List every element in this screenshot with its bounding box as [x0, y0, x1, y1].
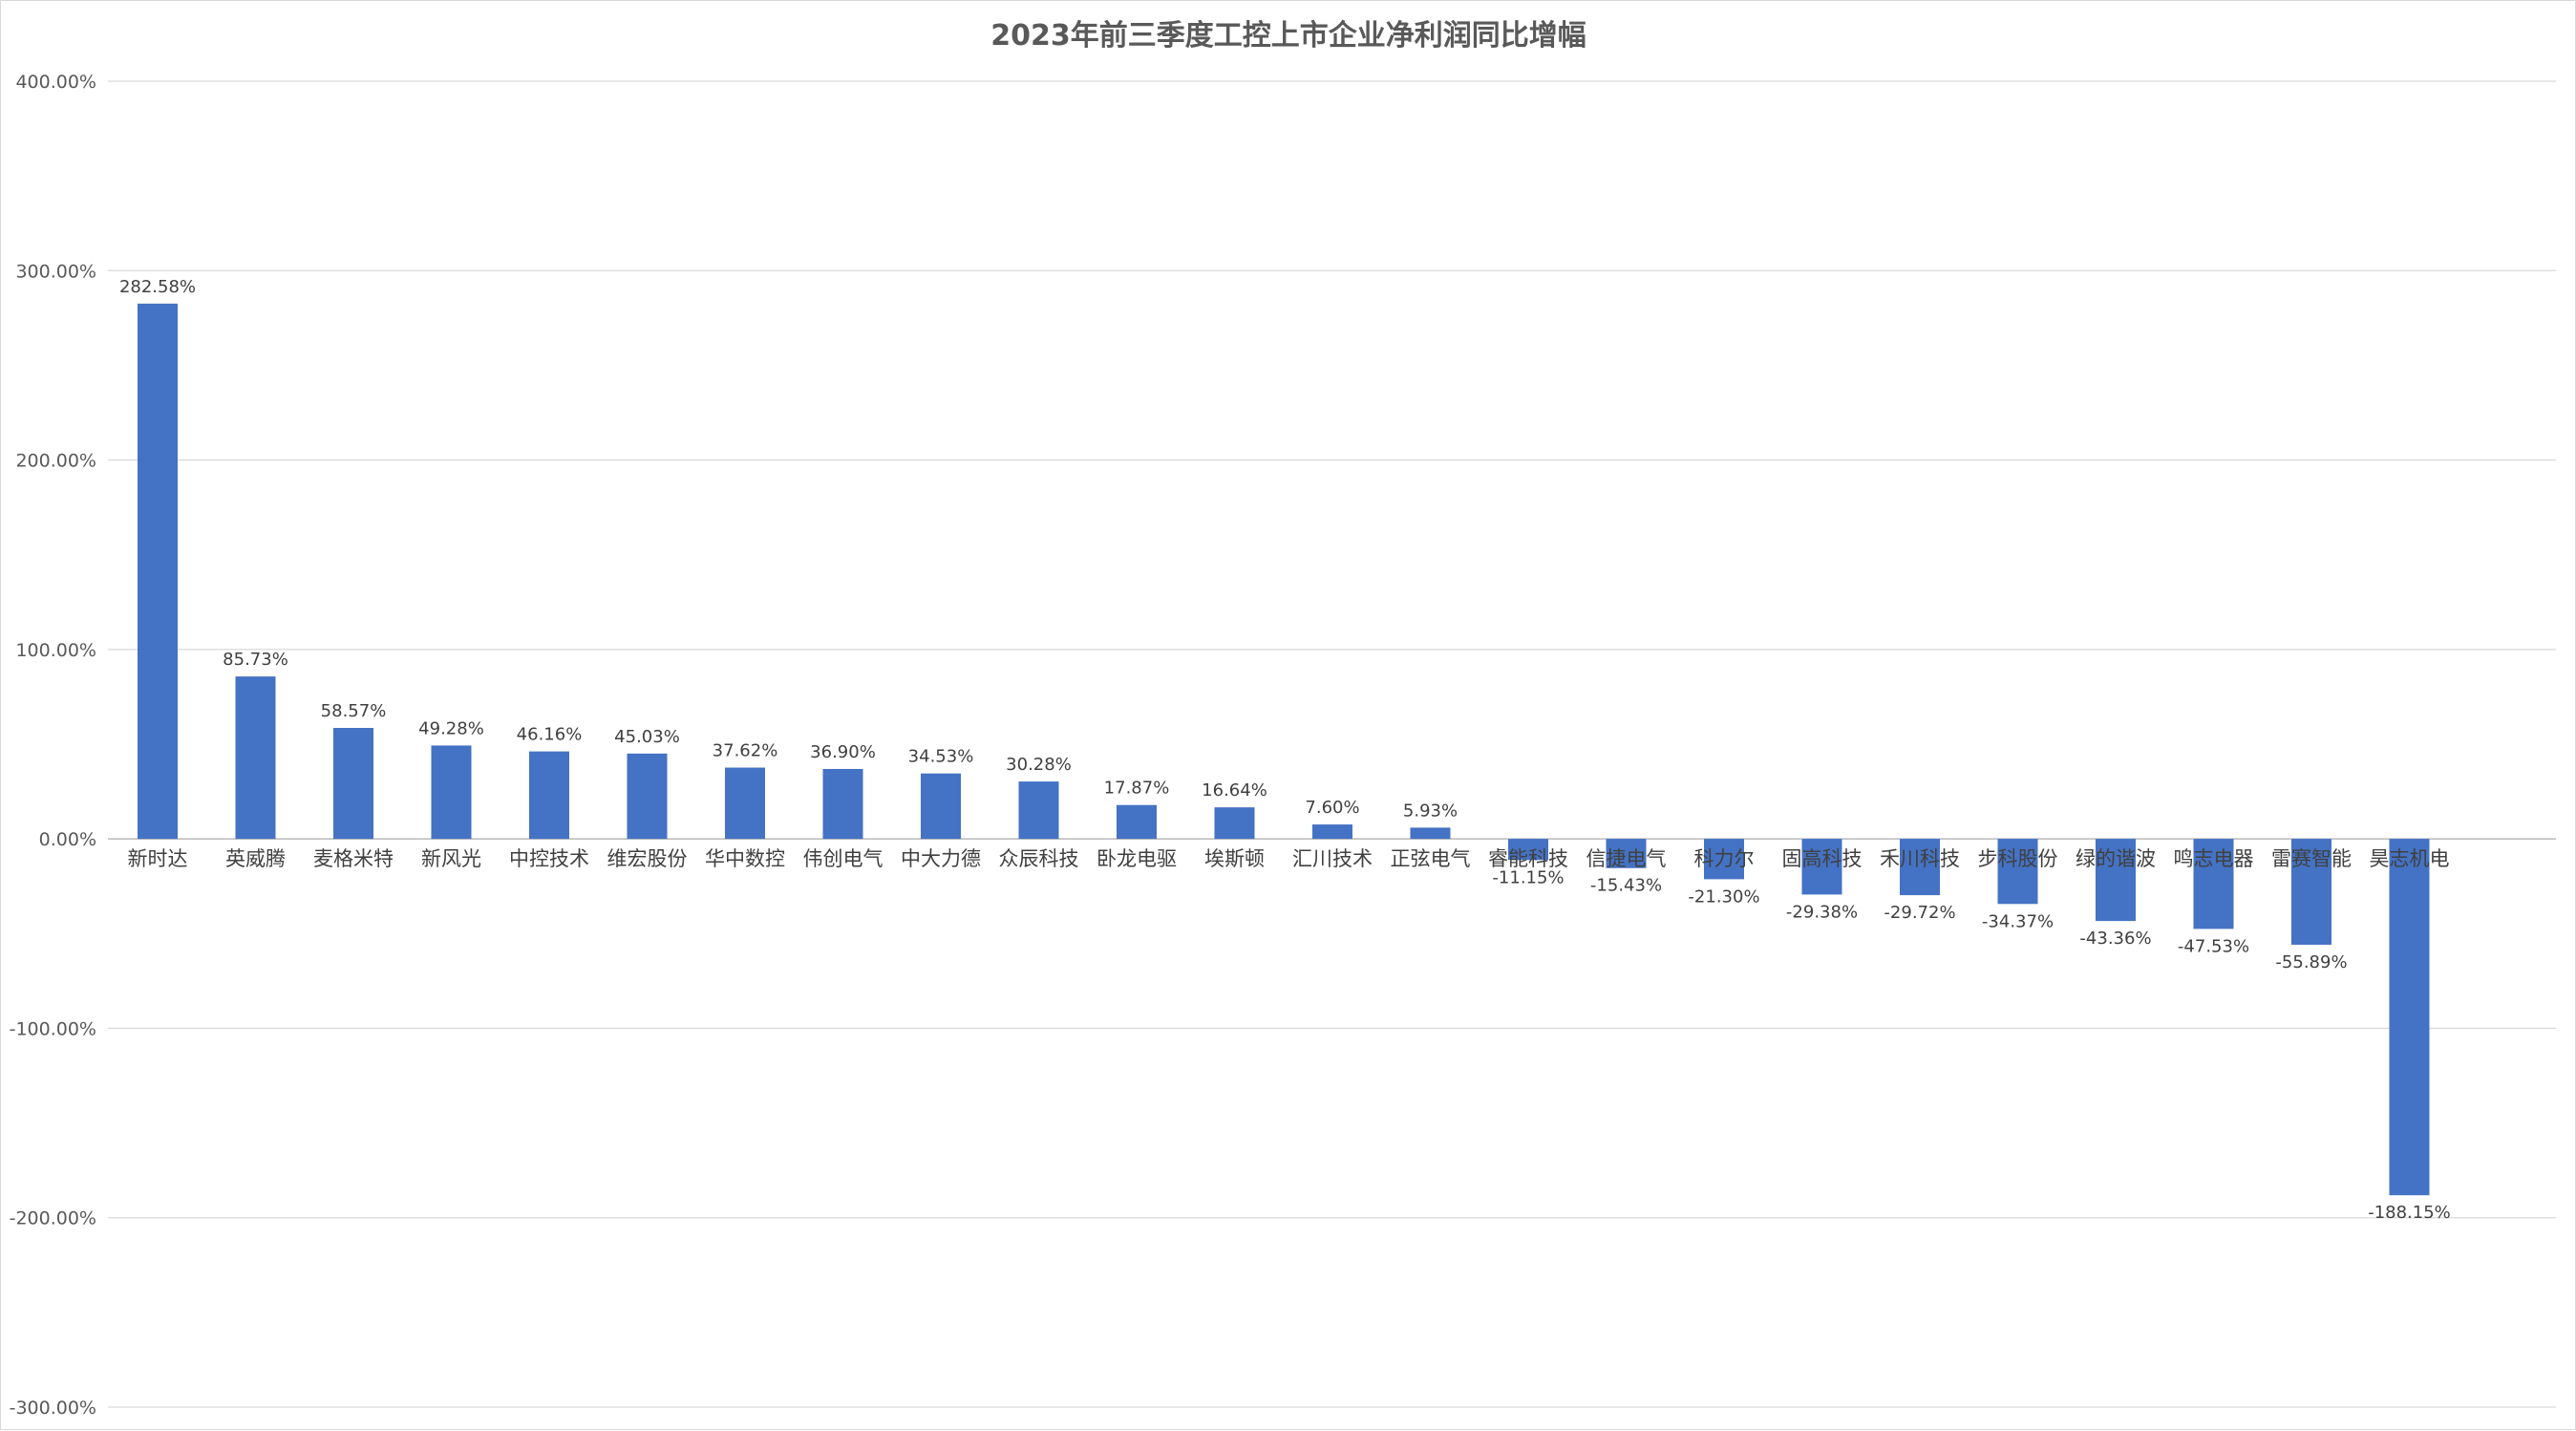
- x-tick-label: 汇川技术: [1292, 847, 1373, 870]
- data-label: -15.43%: [1590, 876, 1662, 896]
- y-tick-label: -100.00%: [10, 1018, 96, 1039]
- gridlines: [108, 80, 2556, 1408]
- x-tick-label: 英威腾: [225, 847, 286, 870]
- x-tick-label: 埃斯顿: [1204, 847, 1265, 870]
- bar: [1508, 839, 1548, 861]
- x-tick-label: 科力尔: [1694, 847, 1755, 870]
- x-tick-label: 雷赛智能: [2271, 847, 2352, 870]
- chart-title: 2023年前三季度工控上市企业净利润同比增幅: [990, 19, 1586, 53]
- data-label: 49.28%: [418, 718, 484, 738]
- y-tick-label: 100.00%: [15, 640, 96, 661]
- data-label: -47.53%: [2178, 936, 2249, 956]
- x-tick-label: 维宏股份: [607, 847, 688, 870]
- x-tick-label: 信捷电气: [1586, 847, 1667, 870]
- data-label: -11.15%: [1492, 867, 1564, 887]
- bar: [921, 773, 961, 840]
- bar: [1117, 804, 1157, 840]
- x-tick-label: 卧龙电驱: [1096, 847, 1177, 870]
- bar: [2389, 839, 2430, 1196]
- bar: [822, 768, 863, 840]
- y-tick-label: 0.00%: [39, 829, 96, 850]
- bar: [1606, 839, 1647, 868]
- bar: [529, 751, 569, 840]
- bar: [1900, 839, 1940, 896]
- x-tick-label: 睿能科技: [1488, 847, 1568, 870]
- x-tick-label: 新风光: [421, 847, 481, 870]
- x-tick-label: 绿的谐波: [2076, 847, 2156, 870]
- x-tick-label: 新时达: [128, 847, 188, 870]
- y-tick-label: -300.00%: [10, 1398, 96, 1419]
- data-labels: 282.58% 85.73% 58.57% 49.28% 46.16% 45.03% 37.…: [119, 277, 2451, 1223]
- bar: [1214, 807, 1255, 840]
- x-axis-labels: 新时达 英威腾 麦格米特 新风光 中控技术 维宏股份 华中数控 伟创电气 中大力德 众辰科技 卧龙电…: [128, 847, 2450, 870]
- bars: [138, 303, 2430, 1196]
- data-label: 58.57%: [321, 701, 387, 721]
- bar: [1410, 827, 1451, 840]
- bar: [333, 728, 373, 840]
- y-tick-label: 200.00%: [15, 451, 96, 472]
- bar: [1018, 781, 1059, 840]
- data-label: 36.90%: [810, 742, 876, 762]
- bar: [1997, 839, 2038, 905]
- y-axis-ticks: 400.00% 300.00% 200.00% 100.00% 0.00% -100.00…: [10, 72, 96, 1419]
- data-label: -29.72%: [1884, 903, 1955, 923]
- bar: [138, 303, 178, 840]
- data-label: 17.87%: [1104, 779, 1170, 799]
- data-label: 34.53%: [908, 747, 974, 767]
- bar: [1312, 824, 1352, 840]
- data-label: 37.62%: [713, 741, 778, 761]
- x-tick-label: 步科股份: [1978, 847, 2058, 870]
- data-label: 282.58%: [119, 277, 196, 297]
- bar: [1704, 839, 1744, 880]
- bar: [2193, 839, 2234, 929]
- data-label: 45.03%: [614, 727, 680, 747]
- x-tick-label: 固高科技: [1782, 847, 1863, 870]
- data-label: -21.30%: [1688, 886, 1759, 907]
- bar: [1801, 839, 1842, 895]
- bar: [627, 753, 668, 840]
- x-tick-label: 众辰科技: [999, 847, 1079, 870]
- data-label: -188.15%: [2368, 1203, 2451, 1223]
- data-label: 85.73%: [223, 650, 288, 670]
- y-tick-label: 300.00%: [15, 261, 96, 282]
- data-label: 30.28%: [1006, 755, 1072, 775]
- x-tick-label: 华中数控: [705, 847, 785, 870]
- x-tick-label: 中大力德: [901, 847, 981, 870]
- x-tick-label: 鸣志电器: [2174, 847, 2254, 870]
- data-label: 7.60%: [1305, 798, 1359, 818]
- bar: [2096, 839, 2136, 922]
- data-label: -34.37%: [1982, 911, 2054, 931]
- x-tick-label: 伟创电气: [803, 847, 884, 870]
- bar: [725, 767, 765, 840]
- data-label: 5.93%: [1403, 801, 1458, 821]
- x-tick-label: 正弦电气: [1391, 847, 1471, 870]
- data-label: -43.36%: [2079, 929, 2151, 949]
- bar: [2291, 839, 2331, 945]
- data-label: -55.89%: [2275, 952, 2347, 972]
- x-tick-label: 昊志机电: [2370, 847, 2450, 870]
- y-tick-label: 400.00%: [15, 72, 96, 93]
- x-tick-label: 麦格米特: [313, 847, 394, 870]
- data-label: 16.64%: [1202, 780, 1267, 801]
- bar: [431, 745, 472, 840]
- y-tick-label: -200.00%: [10, 1208, 96, 1229]
- data-label: 46.16%: [517, 725, 583, 745]
- x-tick-label: 中控技术: [509, 847, 589, 870]
- bar: [235, 676, 276, 840]
- data-label: -29.38%: [1786, 902, 1858, 922]
- x-tick-label: 禾川科技: [1880, 847, 1960, 870]
